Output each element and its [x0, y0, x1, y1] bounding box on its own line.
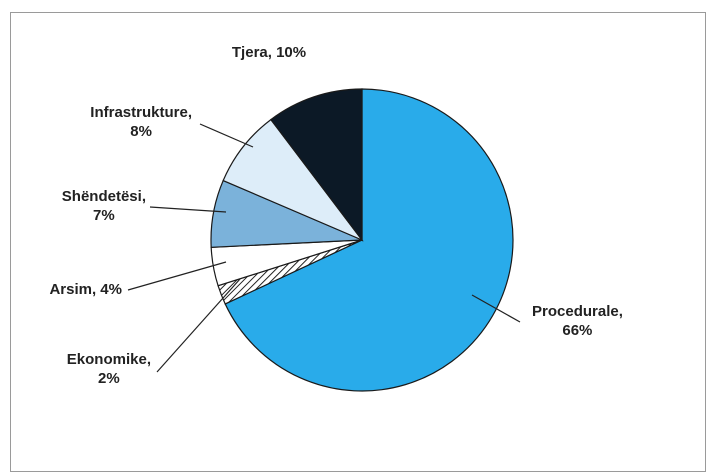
leader-line: [471, 294, 521, 323]
leader-lines: [127, 123, 521, 373]
slice-label: Arsim, 4%: [49, 281, 122, 298]
slice-label: Tjera, 10%: [232, 44, 306, 61]
slice-labels: Procedurale, 66% Ekonomike, 2% Arsim, 4% Shën…: [49, 44, 622, 387]
pie-slices: [210, 88, 514, 392]
leader-line: [127, 261, 227, 291]
slice-label: Infrastrukture, 8%: [90, 104, 192, 140]
slice-label: Procedurale, 66%: [532, 303, 623, 339]
leader-line: [199, 123, 254, 148]
leader-line: [149, 206, 227, 213]
slice-label: Ekonomike, 2%: [67, 351, 151, 387]
leader-line: [156, 278, 241, 373]
pie-slice-tjera: [270, 88, 363, 242]
slice-label: Shëndetësi, 7%: [62, 188, 146, 224]
pie-slice-procedurale: [224, 88, 514, 392]
pie-chart: Procedurale, 66% Ekonomike, 2% Arsim, 4% Shën…: [49, 44, 623, 392]
